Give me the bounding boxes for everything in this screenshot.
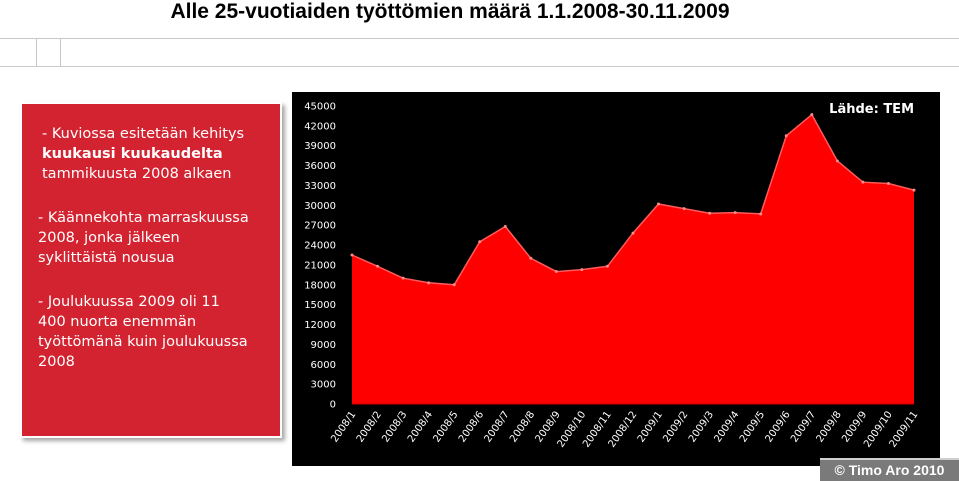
- slide-title: Alle 25-vuotiaiden työttömien määrä 1.1.…: [170, 0, 730, 23]
- data-point: [759, 212, 763, 216]
- data-point: [835, 159, 839, 163]
- x-tick-label: 2008/6: [457, 409, 486, 444]
- x-tick-label: 2008/8: [508, 409, 537, 444]
- data-point: [861, 180, 865, 184]
- data-point: [784, 134, 788, 138]
- panel-text: - Kuviossa esitetään kehitys: [42, 126, 245, 142]
- panel-paragraph-1: - Kuviossa esitetään kehitys kuukausi ku…: [38, 124, 266, 184]
- data-point: [682, 207, 686, 211]
- x-tick-label: 2008/2: [355, 409, 384, 444]
- y-tick-label: 24000: [304, 241, 336, 252]
- panel-text: työttömänä kuin joulukuussa: [38, 334, 248, 350]
- panel-text: syklittäistä nousua: [38, 250, 175, 266]
- data-point: [452, 283, 456, 287]
- y-tick-label: 6000: [311, 360, 336, 371]
- area-chart: 0 3000 6000 9000 12000 15000 18000 21000 24000 27…: [304, 102, 920, 450]
- y-tick-label: 45000: [304, 102, 336, 113]
- y-tick-label: 30000: [304, 201, 336, 212]
- panel-text: tammikuusta 2008 alkaen: [42, 166, 232, 182]
- data-point: [733, 211, 737, 215]
- panel-text-bold: kuukausi kuukaudelta: [42, 146, 223, 162]
- x-tick-label: 2009/4: [712, 409, 741, 444]
- data-point: [657, 202, 661, 206]
- data-point: [708, 211, 712, 215]
- x-tick-label: 2008/5: [431, 409, 460, 444]
- y-tick-label: 36000: [304, 161, 336, 172]
- x-tick-label: 2009/5: [738, 409, 767, 444]
- chart-area: 0 3000 6000 9000 12000 15000 18000 21000 24000 27…: [292, 92, 940, 466]
- x-tick-label: 2009/2: [661, 409, 690, 444]
- data-point: [580, 268, 584, 272]
- x-tick-label: 2009/1: [636, 409, 665, 444]
- data-point: [503, 225, 507, 229]
- watermark-strip: © Timo Aro 2010: [820, 458, 959, 481]
- panel-text: 2008, jonka jälkeen: [38, 230, 180, 246]
- y-tick-label: 21000: [304, 260, 336, 271]
- data-point: [605, 264, 609, 268]
- panel-text: 400 nuorta enemmän: [38, 314, 197, 330]
- data-point: [376, 264, 380, 268]
- panel-text: 2008: [38, 354, 75, 370]
- y-tick-label: 12000: [304, 320, 336, 331]
- y-tick-label: 33000: [304, 181, 336, 192]
- y-tick-label: 27000: [304, 221, 336, 232]
- panel-paragraph-2: - Käännekohta marraskuussa 2008, jonka j…: [38, 208, 266, 268]
- data-point: [886, 181, 890, 185]
- panel-text: - Käännekohta marraskuussa: [38, 210, 249, 226]
- data-point: [529, 256, 533, 260]
- y-tick-label: 9000: [311, 340, 336, 351]
- panel-paragraph-3: - Joulukuussa 2009 oli 11 400 nuorta ene…: [38, 292, 266, 372]
- y-tick-label: 0: [330, 400, 336, 411]
- x-tick-label: 2008/4: [406, 409, 435, 444]
- decorative-line-vertical: [60, 38, 61, 66]
- decorative-line-top: [0, 38, 959, 39]
- data-point: [554, 270, 558, 274]
- x-tick-label: 2009/3: [687, 409, 716, 444]
- x-tick-label: 2008/3: [380, 409, 409, 444]
- data-point: [427, 281, 431, 285]
- y-tick-label: 18000: [304, 280, 336, 291]
- x-tick-label: 2008/7: [483, 409, 512, 444]
- x-tick-label: 2009/6: [764, 409, 793, 444]
- info-panel: - Kuviossa esitetään kehitys kuukausi ku…: [20, 102, 282, 438]
- decorative-line-vertical: [36, 38, 37, 66]
- y-tick-label: 39000: [304, 141, 336, 152]
- y-tick-label: 42000: [304, 121, 336, 132]
- area-series: [352, 114, 914, 404]
- data-point: [810, 113, 814, 117]
- data-point: [401, 276, 405, 280]
- y-tick-label: 15000: [304, 300, 336, 311]
- copyright-watermark: © Timo Aro 2010: [834, 462, 945, 478]
- data-point: [350, 253, 354, 257]
- x-tick-label: 2008/1: [329, 409, 358, 444]
- data-point: [631, 231, 635, 235]
- panel-text: - Joulukuussa 2009 oli 11: [38, 294, 220, 310]
- source-label: Lähde: TEM: [829, 102, 914, 117]
- x-tick-label: 2009/8: [815, 409, 844, 444]
- x-tick-label: 2009/7: [789, 409, 818, 444]
- y-tick-label: 3000: [311, 380, 336, 391]
- data-point: [478, 240, 482, 244]
- data-point: [912, 188, 916, 192]
- decorative-line-bottom: [0, 66, 959, 67]
